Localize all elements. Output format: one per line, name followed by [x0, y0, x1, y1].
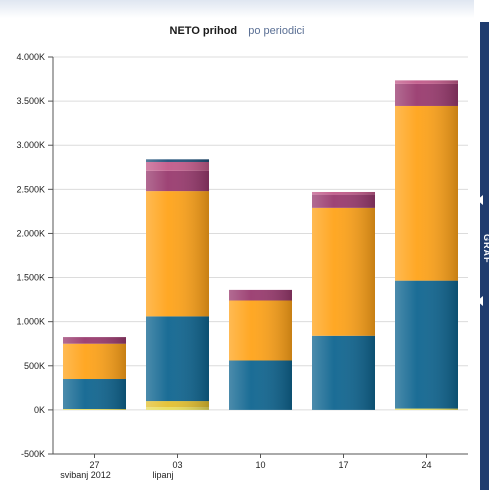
collapse-arrow-up-icon[interactable]	[477, 195, 483, 205]
x-group-label: lipanj	[153, 470, 174, 480]
chart-title: NETO prihod po periodici	[0, 25, 474, 37]
y-tick-label: 0K	[34, 405, 45, 415]
x-tick-label: 24	[421, 460, 431, 470]
bar-highlight	[395, 80, 458, 410]
x-group-label: svibanj 2012	[60, 470, 111, 480]
x-tick-label: 03	[172, 460, 182, 470]
y-tick-label: 1.500K	[16, 273, 45, 283]
y-tick-label: 3.000K	[16, 140, 45, 150]
y-tick-label: 2.000K	[16, 228, 45, 238]
bar-highlight	[146, 159, 209, 410]
y-tick-label: 2.500K	[16, 184, 45, 194]
y-tick-label: 4.000K	[16, 52, 45, 62]
y-tick-label: 3.500K	[16, 96, 45, 106]
x-tick-label: 27	[89, 460, 99, 470]
x-tick-label: 10	[255, 460, 265, 470]
header-band	[0, 0, 489, 18]
chart-plot: -500K 0K 500K 1.000K 1.500K 2.000K 2.500K 3.000…	[16, 52, 468, 480]
bar-highlight	[63, 337, 126, 410]
chart-title-sub: po periodici	[248, 25, 305, 37]
x-tick-label: 17	[338, 460, 348, 470]
chart-title-main: NETO prihod	[169, 25, 238, 37]
side-panel-collapse-rail[interactable]	[480, 22, 489, 490]
y-tick-label: -500K	[21, 449, 45, 459]
bar-highlight	[229, 289, 292, 410]
bar-highlight	[312, 191, 375, 410]
collapse-arrow-down-icon[interactable]	[477, 296, 483, 306]
y-tick-label: 500K	[24, 361, 45, 371]
tick-labels: -500K 0K 500K 1.000K 1.500K 2.000K 2.500K 3.000…	[16, 52, 431, 480]
side-panel-label[interactable]: GRAF	[482, 234, 489, 264]
axes	[48, 56, 468, 458]
y-tick-label: 1.000K	[16, 317, 45, 327]
bars	[63, 80, 458, 410]
